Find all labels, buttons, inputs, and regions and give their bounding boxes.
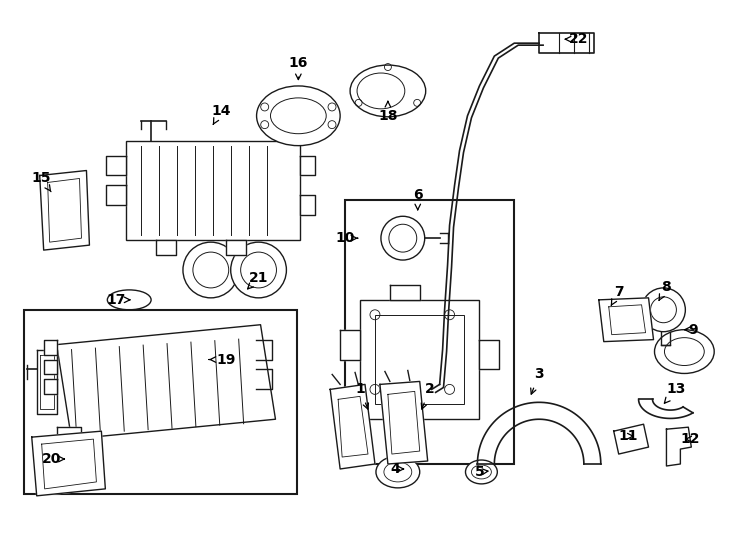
Polygon shape — [156, 240, 176, 255]
Text: 8: 8 — [659, 280, 672, 300]
Text: 20: 20 — [42, 452, 65, 466]
Text: 18: 18 — [378, 102, 398, 123]
Polygon shape — [106, 156, 126, 176]
Ellipse shape — [230, 242, 286, 298]
Polygon shape — [300, 195, 316, 215]
Text: 10: 10 — [335, 231, 357, 245]
Text: 1: 1 — [355, 382, 368, 409]
Bar — [23, 310, 297, 494]
Polygon shape — [57, 325, 275, 439]
Ellipse shape — [183, 242, 239, 298]
Polygon shape — [37, 349, 57, 414]
Text: 11: 11 — [619, 429, 639, 443]
Polygon shape — [32, 431, 106, 496]
Ellipse shape — [376, 456, 420, 488]
Text: 3: 3 — [531, 367, 544, 394]
Polygon shape — [106, 185, 126, 205]
Ellipse shape — [107, 290, 151, 310]
Polygon shape — [340, 330, 360, 360]
Text: 14: 14 — [211, 104, 230, 124]
Text: 4: 4 — [390, 462, 404, 476]
Text: 16: 16 — [288, 56, 308, 79]
Bar — [126, 140, 300, 240]
Text: 13: 13 — [664, 382, 686, 403]
Polygon shape — [43, 340, 57, 355]
Text: 7: 7 — [611, 285, 623, 306]
Text: 19: 19 — [209, 353, 236, 367]
Polygon shape — [300, 156, 316, 176]
Polygon shape — [666, 427, 691, 466]
Ellipse shape — [655, 330, 714, 374]
Ellipse shape — [257, 86, 340, 146]
Bar — [375, 315, 465, 404]
Ellipse shape — [465, 460, 498, 484]
Ellipse shape — [350, 65, 426, 117]
Text: 17: 17 — [106, 293, 130, 307]
Ellipse shape — [642, 288, 686, 332]
Polygon shape — [539, 33, 594, 53]
Text: 2: 2 — [421, 382, 435, 409]
Text: 6: 6 — [413, 188, 423, 210]
Polygon shape — [479, 340, 499, 369]
Polygon shape — [57, 427, 81, 441]
Text: 21: 21 — [247, 271, 269, 289]
Polygon shape — [599, 298, 653, 342]
Bar — [360, 300, 479, 419]
Bar — [345, 200, 515, 464]
Ellipse shape — [381, 217, 425, 260]
Text: 22: 22 — [565, 32, 589, 46]
Text: 12: 12 — [680, 432, 700, 446]
Polygon shape — [330, 384, 375, 469]
Polygon shape — [40, 171, 90, 250]
Text: 9: 9 — [685, 323, 698, 337]
Polygon shape — [614, 424, 649, 454]
Polygon shape — [380, 381, 428, 464]
Polygon shape — [43, 380, 57, 394]
Text: 15: 15 — [32, 172, 51, 192]
Polygon shape — [226, 240, 246, 255]
Polygon shape — [390, 285, 420, 300]
Polygon shape — [43, 360, 57, 374]
Text: 5: 5 — [475, 465, 488, 479]
